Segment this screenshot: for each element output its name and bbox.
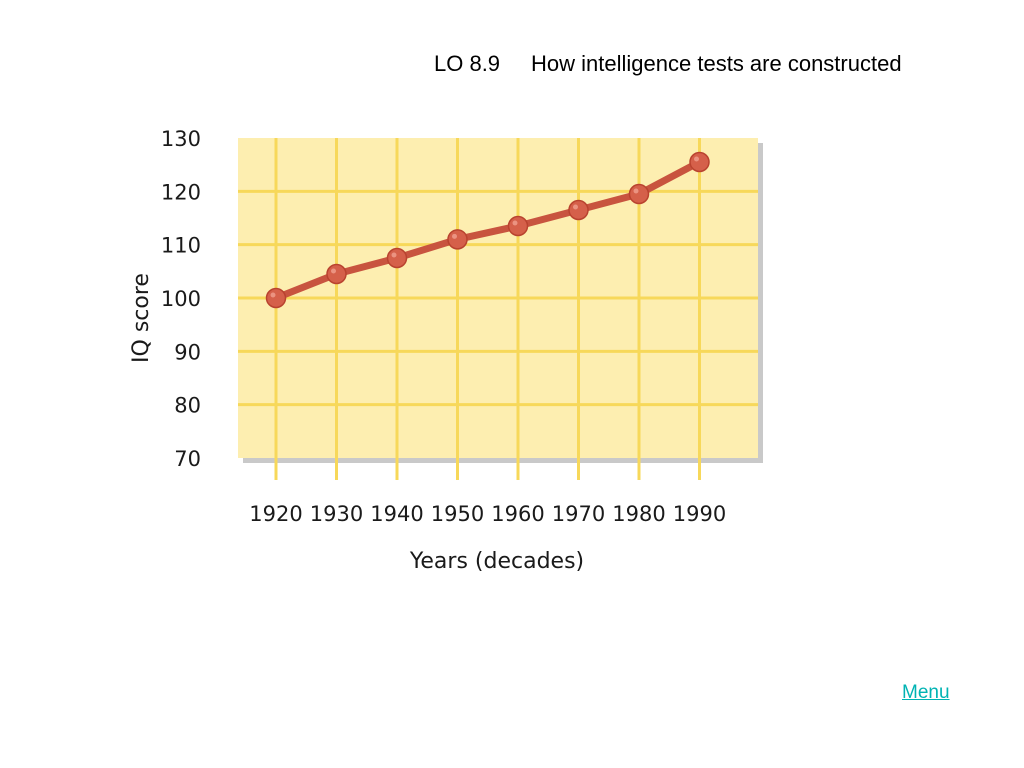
data-point-1980: [628, 183, 650, 205]
title-text: How intelligence tests are constructed: [531, 51, 902, 76]
slide-title: LO 8.9 How intelligence tests are constru…: [434, 51, 902, 77]
grid-group: [238, 138, 758, 480]
x-tick-label-1960: 1960: [491, 502, 544, 526]
x-tick-label-1990: 1990: [673, 502, 726, 526]
y-tick-label-70: 70: [174, 447, 201, 471]
data-point-1940: [386, 247, 408, 269]
y-tick-label-110: 110: [161, 234, 201, 258]
y-tick-label-130: 130: [161, 127, 201, 151]
data-point-highlight: [270, 292, 276, 298]
x-tick-label-1970: 1970: [552, 502, 605, 526]
x-tick-label-1940: 1940: [370, 502, 423, 526]
data-point-highlight: [573, 204, 578, 210]
x-tick-label-1920: 1920: [249, 502, 302, 526]
data-point-1990: [689, 151, 710, 173]
data-point-highlight: [452, 233, 457, 239]
data-point-highlight: [391, 252, 397, 258]
data-point-1950: [447, 229, 468, 250]
y-tick-label-100: 100: [161, 287, 201, 311]
y-tick-label-90: 90: [174, 340, 201, 364]
data-point-highlight: [331, 268, 336, 274]
y-tick-label-120: 120: [161, 180, 201, 204]
data-point-1960: [507, 215, 529, 237]
x-tick-label-1950: 1950: [431, 502, 484, 526]
y-tick-label-80: 80: [174, 394, 201, 418]
y-axis-label: IQ score: [129, 273, 154, 363]
y-tick-labels: 70 80 90 100 110 120 130: [161, 127, 201, 471]
menu-link[interactable]: Menu: [902, 682, 950, 703]
x-axis-label: Years (decades): [409, 549, 584, 574]
x-tick-label-1930: 1930: [310, 502, 363, 526]
x-tick-labels: 1920 1930 1940 1950 1960 1970 1980 1990: [249, 502, 726, 526]
data-point-1970: [568, 199, 589, 221]
data-point-1930: [326, 263, 347, 285]
data-point-highlight: [694, 156, 699, 162]
series-group: [265, 151, 710, 309]
data-point-1920: [265, 287, 287, 309]
x-tick-label-1980: 1980: [612, 502, 665, 526]
data-point-highlight: [512, 220, 518, 226]
data-point-highlight: [633, 188, 639, 194]
lo-code: LO 8.9: [434, 51, 501, 76]
series-line: [272, 158, 703, 302]
